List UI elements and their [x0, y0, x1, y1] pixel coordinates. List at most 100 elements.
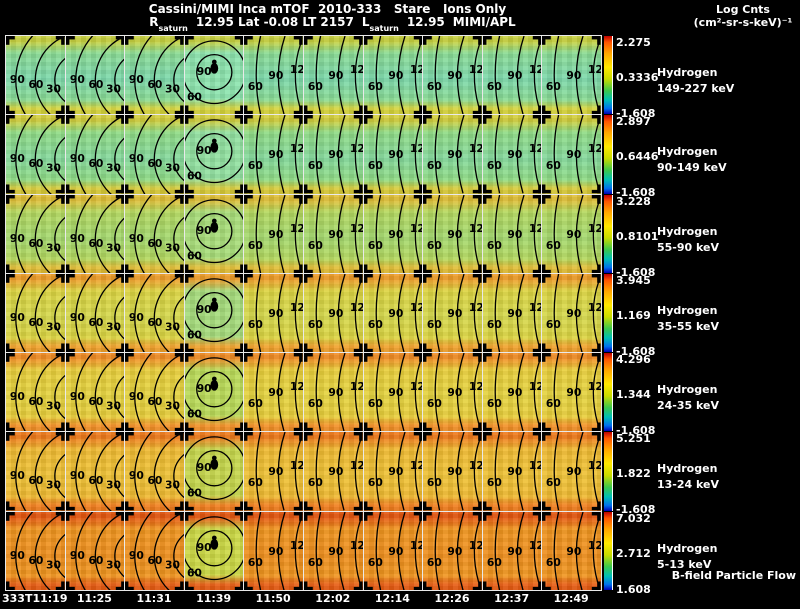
- svg-text:30: 30: [165, 162, 180, 175]
- svg-text:60: 60: [308, 80, 323, 93]
- svg-text:60: 60: [28, 316, 43, 329]
- spectrogram-panel: 60 90 12: [541, 114, 602, 195]
- spectrogram-panel: 60 90 12: [541, 272, 602, 354]
- spectrogram-panel: 90 60 30: [5, 510, 66, 591]
- contour-overlay: 60 90 12: [304, 273, 363, 353]
- subtitle-credit: MIMI/APL: [452, 15, 516, 29]
- svg-text:90: 90: [269, 386, 284, 399]
- svg-text:60: 60: [487, 318, 502, 331]
- contour-overlay: 60 90 12: [304, 115, 363, 194]
- svg-text:12: 12: [350, 142, 363, 155]
- contour-overlay: 60 90 12: [304, 194, 363, 273]
- svg-text:60: 60: [427, 476, 442, 489]
- svg-text:90: 90: [10, 469, 25, 482]
- svg-text:12: 12: [409, 380, 422, 393]
- spectrogram-panel: 60 90 12: [303, 431, 364, 512]
- svg-text:60: 60: [88, 236, 103, 249]
- spectrogram-panel: 60 90 12: [541, 35, 602, 116]
- spectrogram-panel: 90 60 30: [5, 193, 66, 274]
- svg-text:90: 90: [567, 386, 582, 399]
- svg-text:60: 60: [148, 554, 163, 567]
- contour-overlay: 60 90 12: [542, 194, 601, 273]
- spectrogram-panel: 60 90 12: [362, 352, 424, 433]
- spectrogram-panel: 90 60 30: [124, 114, 185, 195]
- spectrogram-panel: 60 90 12: [422, 431, 483, 512]
- spectrogram-panel: 60 90 12: [481, 114, 543, 195]
- svg-text:30: 30: [165, 400, 180, 413]
- plot-subtitle: Rsaturn 12.95 Lat -0.08 LT 2157 Lsaturn 12.…: [0, 15, 665, 33]
- svg-text:60: 60: [308, 159, 323, 172]
- contour-overlay: 90 60 30: [6, 194, 65, 273]
- svg-text:90: 90: [328, 228, 343, 241]
- svg-text:90: 90: [567, 545, 582, 558]
- colorbar-mid-label: 1.169: [616, 308, 651, 322]
- svg-text:12: 12: [409, 63, 422, 76]
- time-tick-label: 11:39: [196, 592, 232, 605]
- spectrogram-panel: 60 90 12: [303, 114, 364, 195]
- svg-text:90: 90: [197, 382, 212, 395]
- svg-text:60: 60: [248, 476, 263, 489]
- contour-overlay: 60 90 12: [304, 511, 363, 590]
- svg-text:60: 60: [187, 408, 202, 421]
- spectrogram-panel: 90 60: [183, 193, 245, 274]
- spectrogram-panel: 60 90 12: [422, 114, 483, 195]
- spectrogram-panel: 60 90 12: [303, 352, 364, 433]
- contour-overlay: 60 90 12: [244, 432, 303, 511]
- svg-text:60: 60: [487, 476, 502, 489]
- svg-text:30: 30: [106, 558, 121, 571]
- svg-text:12: 12: [350, 539, 363, 552]
- svg-text:90: 90: [507, 386, 522, 399]
- contour-overlay: 90 60 30: [125, 432, 184, 511]
- svg-text:12: 12: [290, 539, 303, 552]
- svg-text:30: 30: [106, 400, 121, 413]
- contour-overlay: 60 90 12: [244, 36, 303, 115]
- contour-overlay: 90 60 30: [6, 115, 65, 194]
- spectrogram-panel: 60 90 12: [303, 193, 364, 274]
- colorbar-max-label: 7.032: [616, 511, 651, 525]
- contour-overlay: 90 60 30: [125, 353, 184, 432]
- svg-text:60: 60: [487, 397, 502, 410]
- svg-text:60: 60: [308, 318, 323, 331]
- spectrogram-panel: 60 90 12: [481, 431, 543, 512]
- colorbar-max-label: 2.275: [616, 36, 651, 49]
- contour-overlay: 60 90 12: [244, 511, 303, 590]
- contour-overlay: 60 90 12: [423, 115, 482, 194]
- contour-overlay: 60 90 12: [423, 194, 482, 273]
- spectrogram-panel: 90 60 30: [124, 352, 185, 433]
- svg-text:60: 60: [427, 159, 442, 172]
- species-name: Hydrogen: [657, 303, 718, 317]
- svg-text:12: 12: [290, 222, 303, 235]
- svg-text:90: 90: [507, 228, 522, 241]
- energy-range: 90-149 keV: [657, 161, 727, 175]
- spectrogram-panel: 60 90 12: [362, 272, 424, 354]
- contour-overlay: 60 90 12: [423, 273, 482, 353]
- svg-text:12: 12: [350, 460, 363, 473]
- colorbar-min-label: -1.608: [616, 265, 656, 279]
- svg-text:90: 90: [448, 228, 463, 241]
- spectrogram-panel: 90 60 30: [64, 352, 126, 433]
- contour-overlay: 90 60 30: [6, 353, 65, 432]
- contour-overlay: 60 90 12: [304, 353, 363, 432]
- svg-text:60: 60: [187, 170, 202, 183]
- spectrogram-panel: 90 60 30: [64, 114, 126, 195]
- contour-overlay: 60 90 12: [423, 36, 482, 115]
- svg-text:90: 90: [328, 386, 343, 399]
- time-tick-label: 11:31: [136, 592, 172, 605]
- species-name: Hydrogen: [657, 145, 718, 159]
- svg-text:60: 60: [187, 249, 202, 262]
- svg-text:60: 60: [248, 238, 263, 251]
- svg-text:90: 90: [448, 307, 463, 320]
- contour-overlay: 90 60 30: [125, 115, 184, 194]
- contour-overlay: 90 60 30: [65, 273, 125, 353]
- colorbar-min-label: 1.608: [616, 582, 651, 596]
- svg-text:30: 30: [46, 479, 61, 492]
- colorbar-mid-label: 0.8101: [616, 229, 659, 243]
- energy-range: 35-55 keV: [657, 319, 720, 333]
- contour-overlay: 90 60 30: [65, 194, 125, 273]
- svg-text:60: 60: [187, 91, 202, 104]
- spectrogram-panel: 60 90 12: [481, 35, 543, 116]
- spectrogram-panel: 60 90 12: [422, 193, 483, 274]
- svg-text:30: 30: [46, 558, 61, 571]
- species-name: Hydrogen: [657, 541, 718, 555]
- svg-text:12: 12: [409, 539, 422, 552]
